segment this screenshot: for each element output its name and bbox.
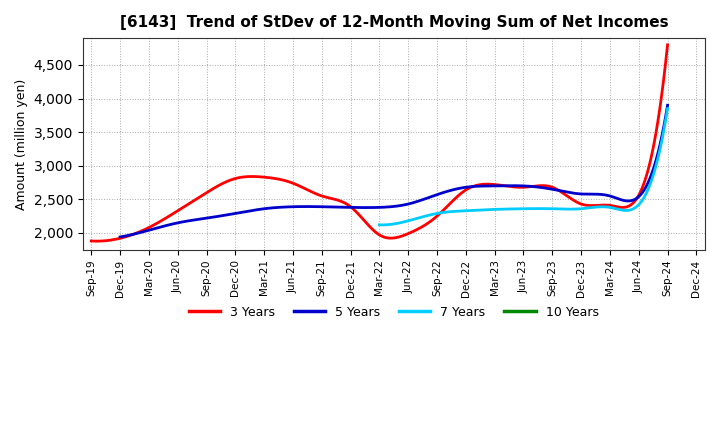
7 Years xyxy=(378,222,387,227)
5 Years xyxy=(116,235,125,240)
Line: 7 Years: 7 Years xyxy=(379,109,667,225)
7 Years xyxy=(376,222,384,227)
Line: 5 Years: 5 Years xyxy=(120,105,667,237)
3 Years xyxy=(663,42,672,48)
5 Years xyxy=(440,190,449,195)
7 Years xyxy=(637,199,646,204)
3 Years xyxy=(93,238,102,244)
5 Years xyxy=(441,189,450,194)
Line: 3 Years: 3 Years xyxy=(91,45,667,241)
7 Years xyxy=(552,206,561,212)
Title: [6143]  Trend of StDev of 12-Month Moving Sum of Net Incomes: [6143] Trend of StDev of 12-Month Moving… xyxy=(120,15,668,30)
5 Years xyxy=(117,234,126,239)
3 Years xyxy=(432,214,441,220)
3 Years xyxy=(430,216,438,221)
3 Years xyxy=(441,205,450,210)
3 Years xyxy=(89,238,97,244)
7 Years xyxy=(619,208,628,213)
5 Years xyxy=(577,191,586,197)
3 Years xyxy=(87,238,96,244)
7 Years xyxy=(546,206,555,211)
Y-axis label: Amount (million yen): Amount (million yen) xyxy=(15,78,28,209)
7 Years xyxy=(663,106,672,111)
5 Years xyxy=(451,187,459,192)
3 Years xyxy=(575,201,583,206)
3 Years xyxy=(611,204,620,209)
5 Years xyxy=(612,195,621,201)
7 Years xyxy=(375,222,384,227)
7 Years xyxy=(548,206,557,211)
5 Years xyxy=(663,103,672,108)
Legend: 3 Years, 5 Years, 7 Years, 10 Years: 3 Years, 5 Years, 7 Years, 10 Years xyxy=(184,301,603,324)
